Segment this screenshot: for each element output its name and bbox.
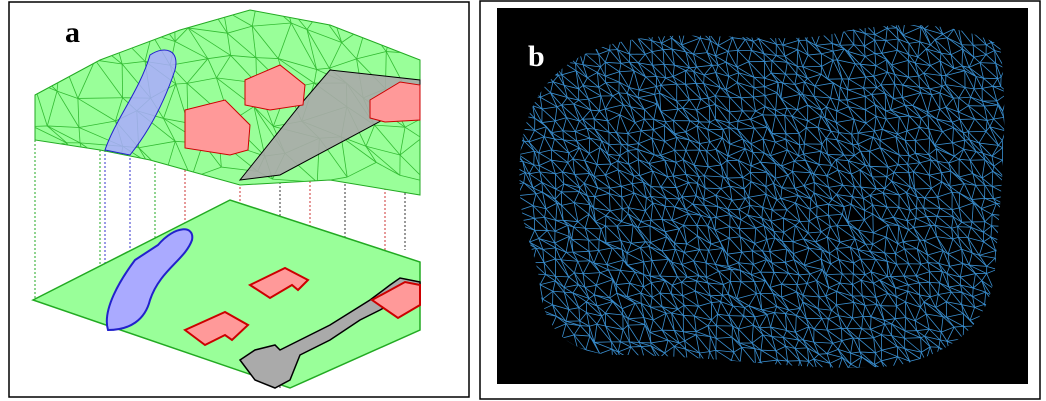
mesh-edge bbox=[579, 188, 580, 192]
mesh-edge bbox=[871, 317, 872, 330]
mesh-edge bbox=[974, 88, 982, 89]
mesh-edge bbox=[973, 288, 974, 297]
mesh-edge bbox=[764, 54, 765, 62]
mesh-edge bbox=[558, 75, 561, 76]
mesh-edge bbox=[891, 276, 904, 277]
mesh-edge bbox=[782, 284, 797, 285]
panel-label: b bbox=[528, 40, 545, 73]
mesh-edge bbox=[628, 325, 645, 326]
mesh-edge bbox=[534, 151, 535, 165]
figure: a b bbox=[0, 0, 1046, 401]
mesh-edge bbox=[873, 233, 874, 244]
mesh-edge bbox=[881, 350, 882, 361]
mesh-edge bbox=[904, 331, 905, 338]
mesh-edge bbox=[904, 338, 920, 339]
mesh-edge bbox=[862, 329, 871, 330]
mesh-edge bbox=[589, 138, 590, 153]
mesh-edge bbox=[819, 354, 827, 355]
mesh-edge bbox=[962, 49, 963, 66]
panel-label: a bbox=[65, 16, 80, 49]
mesh-edge bbox=[729, 227, 730, 238]
mesh-edge bbox=[853, 144, 858, 145]
mesh-edge bbox=[704, 199, 705, 205]
mesh-edge bbox=[699, 250, 708, 251]
mesh-edge bbox=[651, 186, 661, 187]
mesh-edge bbox=[563, 131, 564, 140]
mesh-edge bbox=[797, 50, 798, 67]
mesh-edge bbox=[739, 228, 756, 229]
mesh-edge bbox=[886, 111, 887, 119]
mesh-edge bbox=[908, 55, 909, 61]
mesh-edge bbox=[897, 347, 898, 357]
mesh-edge bbox=[821, 66, 822, 74]
mesh-edge bbox=[556, 276, 569, 277]
mesh-edge bbox=[775, 163, 776, 178]
mesh-edge bbox=[661, 187, 676, 188]
mesh-edge bbox=[727, 178, 743, 179]
mesh-edge bbox=[958, 237, 968, 238]
